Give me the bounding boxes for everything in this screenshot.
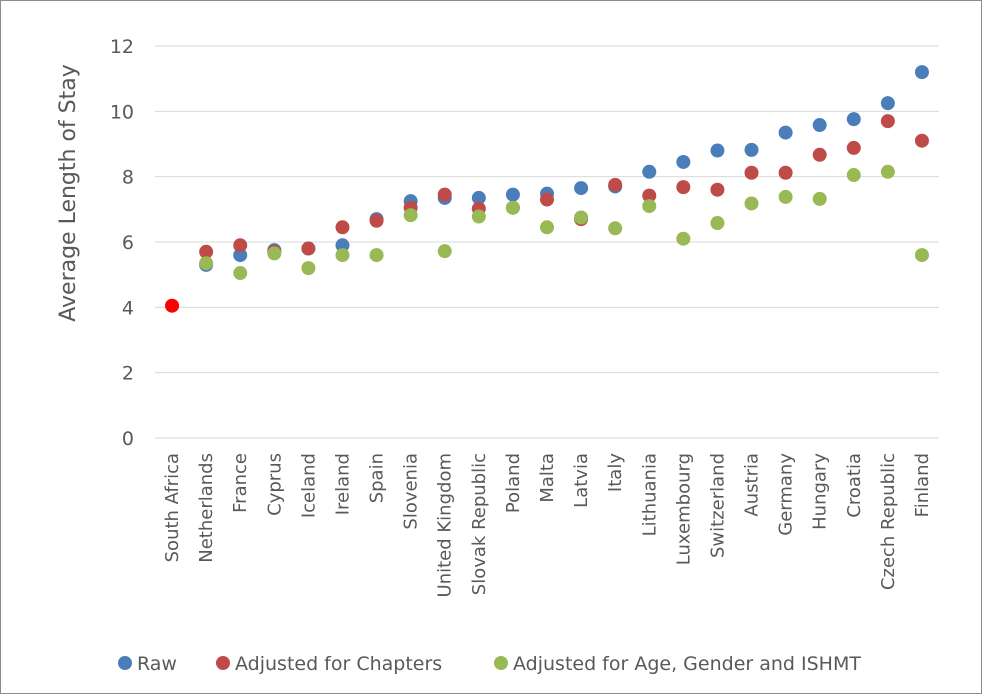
point-series-0	[335, 238, 350, 253]
y-tick-label: 10	[110, 101, 134, 123]
point-series-2	[471, 209, 486, 224]
x-category-label: Luxembourg	[673, 453, 694, 565]
point-series-2	[540, 220, 554, 235]
x-category-label: Ireland	[332, 453, 353, 515]
point-series-2	[676, 231, 691, 246]
point-highlight	[165, 298, 180, 313]
legend-label: Raw	[137, 653, 177, 675]
point-series-1	[642, 188, 657, 203]
point-series-1	[744, 165, 759, 180]
x-category-label: Lithuania	[639, 453, 660, 536]
x-category-label: Austria	[742, 453, 763, 517]
point-series-1	[437, 187, 452, 202]
point-series-1	[778, 165, 793, 180]
point-series-0	[744, 142, 759, 157]
point-series-2	[369, 248, 384, 263]
y-tick-label: 8	[122, 167, 134, 189]
legend-marker	[216, 656, 230, 670]
point-series-0	[914, 65, 929, 80]
legend-label: Adjusted for Chapters	[235, 653, 442, 675]
point-series-2	[437, 244, 452, 259]
x-category-label: Germany	[776, 453, 797, 536]
x-category-label: Czech Republic	[878, 453, 899, 590]
y-tick-label: 0	[122, 428, 134, 450]
legend: Raw Adjusted for Chapters Adjusted for Age…	[118, 653, 861, 675]
x-category-label: Italy	[605, 453, 626, 492]
y-axis-ticks: 0 2 4 6 8 10 12	[110, 36, 134, 450]
y-tick-label: 2	[122, 363, 134, 385]
point-series-2	[574, 210, 589, 225]
y-axis-title: Average Length of Stay	[56, 64, 81, 322]
point-series-2	[914, 248, 929, 263]
point-series-1	[914, 133, 929, 148]
point-series-2	[608, 221, 623, 236]
x-category-label: Hungary	[810, 453, 831, 530]
point-series-2	[505, 200, 520, 215]
x-category-label: Slovak Republic	[469, 453, 490, 595]
x-category-label: Netherlands	[196, 453, 217, 563]
point-series-1	[676, 180, 691, 195]
point-series-0	[812, 118, 827, 133]
x-category-label: South Africa	[162, 453, 183, 562]
point-series-2	[199, 256, 214, 271]
legend-marker	[494, 656, 508, 670]
point-series-2	[403, 208, 418, 223]
point-series-2	[880, 164, 895, 179]
point-series-2	[233, 266, 248, 281]
point-series-1	[199, 244, 214, 259]
point-series-0	[710, 143, 725, 158]
x-category-label: Iceland	[298, 453, 319, 518]
point-series-2	[642, 199, 657, 214]
x-category-label: Switzerland	[707, 453, 728, 558]
point-series-0	[880, 96, 895, 111]
point-series-1	[233, 238, 248, 253]
point-series-1	[846, 140, 861, 155]
point-series-1	[301, 241, 316, 256]
point-series-0	[846, 112, 861, 127]
point-series-0	[505, 187, 520, 202]
point-series-2	[267, 246, 282, 261]
point-series-2	[778, 189, 793, 204]
x-category-label: Croatia	[844, 453, 865, 518]
x-category-label: Finland	[912, 453, 933, 517]
point-series-0	[642, 164, 657, 179]
point-series-1	[335, 220, 350, 235]
y-tick-label: 6	[122, 232, 134, 254]
x-category-label: Slovenia	[401, 453, 422, 530]
point-series-2	[846, 168, 861, 183]
point-series-0	[574, 181, 589, 196]
point-series-1	[608, 177, 623, 192]
x-category-label: Cyprus	[264, 453, 285, 516]
point-series-2	[744, 196, 759, 211]
x-axis-categories: South Africa Netherlands France Cyprus Icela…	[162, 453, 933, 598]
point-series-2	[335, 248, 350, 263]
x-category-label: Malta	[537, 453, 558, 503]
data-points	[165, 65, 929, 313]
point-series-2	[812, 191, 827, 206]
x-category-label: Spain	[367, 453, 388, 503]
point-series-1	[369, 213, 384, 228]
point-series-1	[880, 114, 895, 129]
point-series-0	[676, 154, 691, 169]
y-tick-label: 4	[122, 297, 134, 319]
x-category-label: United Kingdom	[435, 453, 456, 597]
point-series-1	[812, 147, 827, 162]
point-series-1	[540, 192, 554, 207]
point-series-2	[301, 261, 316, 276]
legend-label: Adjusted for Age, Gender and ISHMT	[513, 653, 861, 675]
y-tick-label: 12	[110, 36, 134, 58]
gridlines	[155, 45, 939, 439]
point-series-0	[233, 248, 248, 263]
point-series-2	[710, 216, 725, 231]
x-category-label: Latvia	[571, 453, 592, 508]
point-series-0	[778, 125, 793, 140]
x-category-label: France	[230, 453, 251, 513]
legend-marker	[118, 656, 132, 670]
point-series-1	[710, 182, 725, 197]
x-category-label: Poland	[503, 453, 524, 513]
point-series-0	[471, 190, 486, 205]
